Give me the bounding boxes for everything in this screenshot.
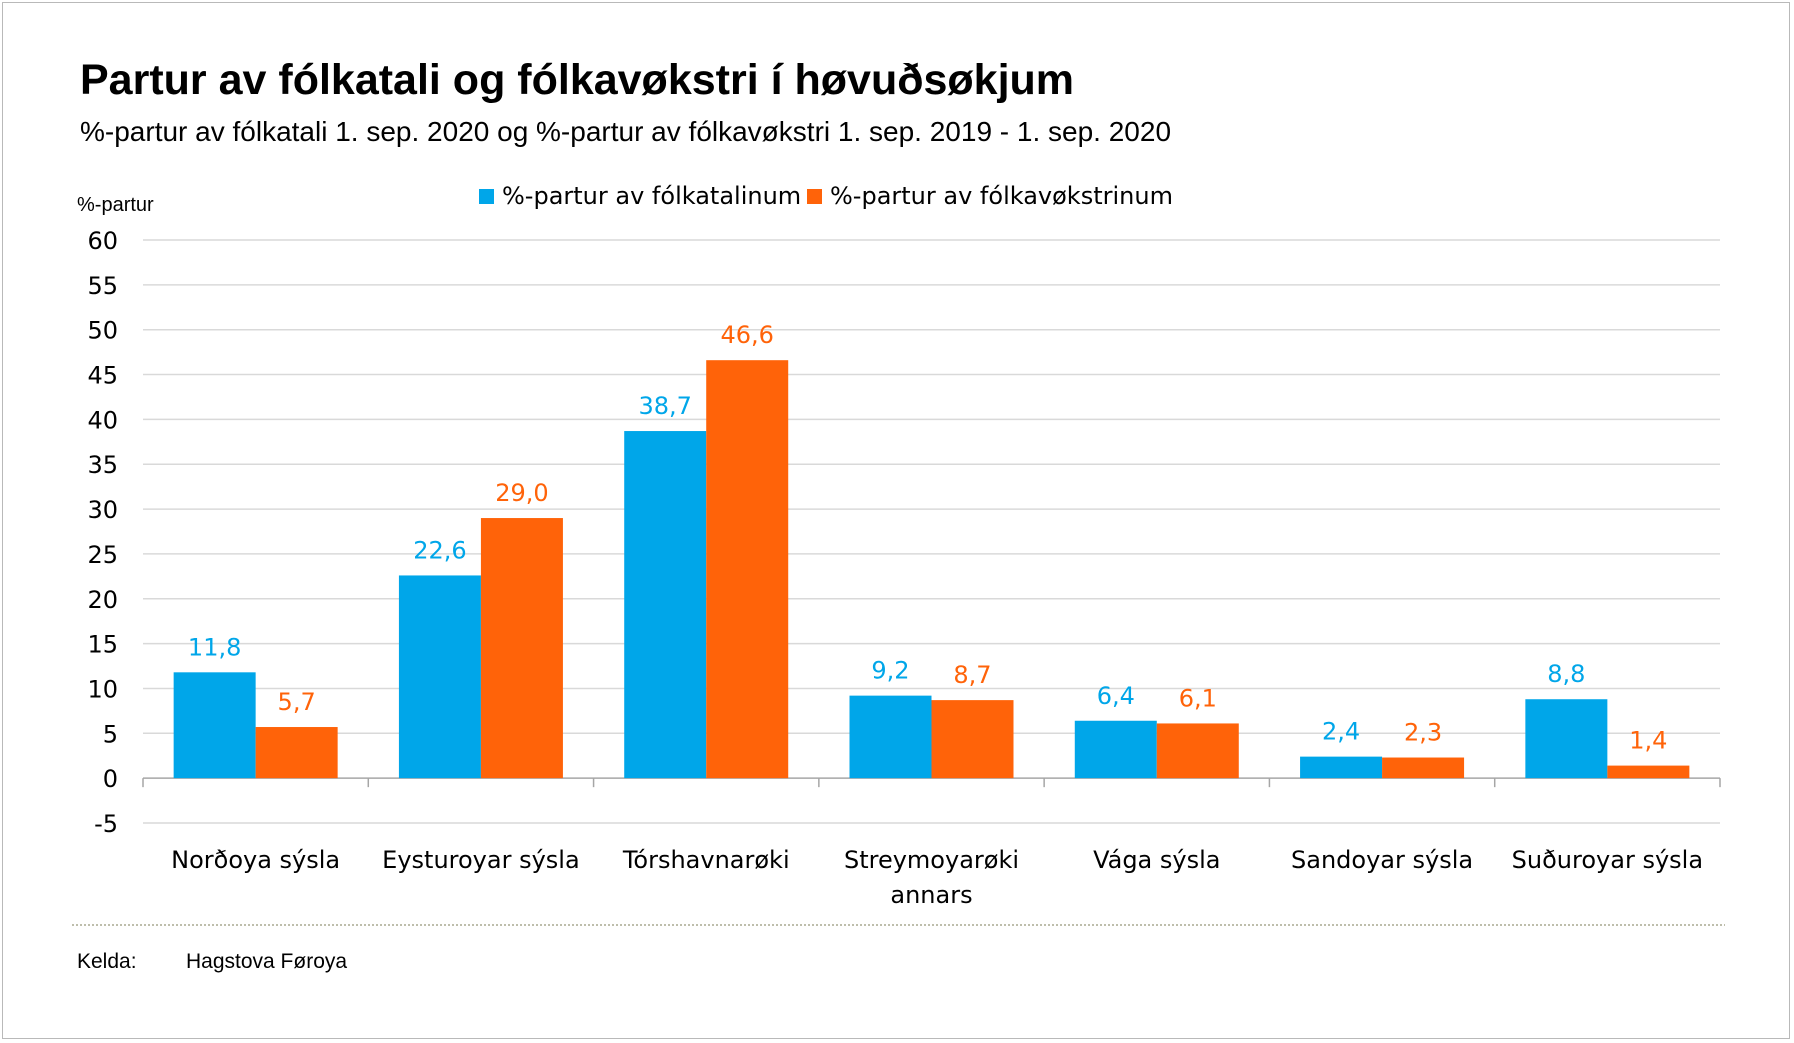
bar [1607,765,1690,779]
data-label: 2,4 [1322,718,1360,746]
y-tick-label: 45 [87,362,118,390]
data-label: 9,2 [871,657,909,685]
data-label: 22,6 [413,536,466,564]
data-label: 38,7 [638,392,691,420]
y-tick-label: 30 [87,496,118,524]
y-axis-title: %-partur [77,194,154,216]
bar [706,360,789,779]
y-tick-label: -5 [94,810,118,838]
bar [624,431,707,779]
data-label: 8,8 [1547,660,1585,688]
legend-swatch [807,189,822,204]
category-label: Eysturoyar sýsla [382,846,580,874]
category-label: Streymoyarøki [844,846,1019,874]
data-label: 5,7 [278,688,316,716]
data-label: 8,7 [953,661,991,689]
chart-subtitle: %-partur av fólkatali 1. sep. 2020 og %-… [80,116,1172,147]
data-label: 1,4 [1629,727,1667,755]
data-label: 11,8 [188,633,241,661]
bar [1300,756,1383,779]
category-label: Tórshavnarøki [622,846,790,874]
y-tick-label: 40 [87,406,118,434]
bar [1074,720,1157,779]
y-tick-label: 20 [87,586,118,614]
category-label: Vága sýsla [1093,846,1220,874]
bar [1382,757,1465,779]
y-tick-label: 55 [87,272,118,300]
source-label: Kelda: [77,950,137,973]
bar [1156,723,1239,779]
category-label: Norðoya sýsla [171,846,340,874]
data-label: 6,4 [1097,682,1135,710]
source-value: Hagstova Føroya [186,950,348,973]
bar [173,672,256,779]
bar [255,727,338,779]
y-tick-label: 0 [103,765,118,793]
legend-label: %-partur av fólkavøkstrinum [830,182,1173,210]
bar [849,695,932,779]
data-label: 6,1 [1179,684,1217,712]
y-tick-label: 25 [87,541,118,569]
chart-title: Partur av fólkatali og fólkavøkstri í hø… [80,56,1075,104]
data-label: 29,0 [495,479,548,507]
y-tick-label: 60 [87,227,118,255]
y-tick-label: 10 [87,675,118,703]
bar [480,518,563,779]
y-tick-label: 35 [87,451,118,479]
y-tick-label: 50 [87,317,118,345]
legend-label: %-partur av fólkatalinum [502,182,801,210]
bar [931,700,1014,779]
category-label: Sandoyar sýsla [1291,846,1473,874]
data-label: 2,3 [1404,719,1442,747]
data-label: 46,6 [720,321,773,349]
category-label: Suðuroyar sýsla [1512,846,1703,874]
legend-swatch [479,189,494,204]
category-label: annars [890,881,972,909]
y-tick-label: 15 [87,631,118,659]
y-tick-label: 5 [103,720,118,748]
bar [398,575,481,779]
bar [1525,699,1608,779]
